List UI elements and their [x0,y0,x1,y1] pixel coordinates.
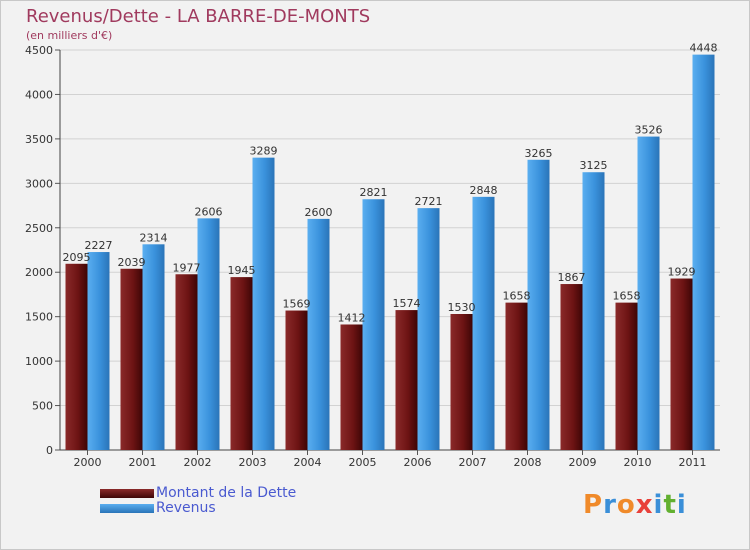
y-tick-label: 1500 [25,311,53,324]
data-label-dette: 1977 [173,261,201,274]
legend-swatch-revenus [100,504,154,513]
bar-dette [560,284,583,450]
legend-label-dette: Montant de la Dette [156,485,297,501]
y-tick-label: 4500 [25,44,53,57]
y-tick-label: 3000 [25,177,53,190]
bar-revenus [472,196,495,450]
bar-revenus [637,136,660,451]
bar-revenus [142,244,165,450]
data-label-revenus: 3526 [635,124,663,137]
chart-title: Revenus/Dette - LA BARRE-DE-MONTS [26,6,371,27]
logo-letter: r [603,490,617,520]
data-label-revenus: 2606 [195,205,223,218]
bar-revenus [582,172,605,450]
bar-dette [230,277,253,450]
data-label-dette: 1867 [558,271,586,284]
y-tick-label: 3500 [25,133,53,146]
data-label-dette: 1658 [613,290,641,303]
data-label-dette: 2095 [63,251,91,264]
bar-dette [615,302,638,450]
bar-revenus [252,157,275,450]
data-label-revenus: 3265 [525,147,553,160]
bar-revenus [307,218,330,450]
data-label-revenus: 3289 [250,145,278,158]
x-tick-label: 2006 [404,456,432,469]
bar-revenus [197,218,220,450]
x-tick-label: 2003 [239,456,267,469]
logo-letter: o [616,490,636,520]
data-label-dette: 1412 [338,311,366,324]
y-tick-label: 2000 [25,266,53,279]
y-tick-label: 500 [32,400,53,413]
grid-layer [60,49,720,407]
logo-letter: P [583,490,604,520]
x-tick-label: 2007 [459,456,487,469]
bar-layer [65,54,715,451]
data-label-dette: 1569 [283,298,311,311]
bar-revenus [527,159,550,450]
y-tick-label: 4000 [25,88,53,101]
data-label-revenus: 2314 [140,231,168,244]
x-tick-label: 2002 [184,456,212,469]
data-label-dette: 1929 [668,266,696,279]
data-label-dette: 1574 [393,297,421,310]
x-tick-label: 2010 [624,456,652,469]
x-tick-label: 2009 [569,456,597,469]
bar-dette [505,302,528,450]
bar-dette [120,268,143,450]
data-label-revenus: 4448 [690,42,718,55]
x-tick-label: 2004 [294,456,322,469]
data-label-revenus: 2600 [305,206,333,219]
data-label-revenus: 2227 [85,239,113,252]
data-label-dette: 1658 [503,290,531,303]
data-label-dette: 2039 [118,256,146,269]
bar-dette [175,274,198,450]
data-label-dette: 1945 [228,264,256,277]
bar-dette [395,310,418,450]
bar-revenus [417,208,440,450]
x-tick-label: 2011 [679,456,707,469]
data-label-dette: 1530 [448,301,476,314]
bar-dette [285,310,308,450]
x-tick-label: 2000 [74,456,102,469]
bar-dette [670,278,693,450]
x-tick-label: 2008 [514,456,542,469]
bar-dette [340,324,363,450]
logo-letter: x [635,490,654,520]
chart-subtitle: (en milliers d'€) [26,29,113,42]
data-label-revenus: 3125 [580,159,608,172]
y-tick-label: 2500 [25,222,53,235]
legend-swatch-dette [100,489,154,498]
y-tick-label: 0 [46,444,53,457]
bar-revenus [87,252,110,450]
logo-letter: i [676,490,687,520]
bar-dette [65,263,88,450]
legend-label-revenus: Revenus [156,500,216,516]
x-tick-label: 2001 [129,456,157,469]
x-tick-label: 2005 [349,456,377,469]
data-label-revenus: 2848 [470,184,498,197]
logo-letter: t [663,490,677,520]
bar-revenus [362,199,385,450]
data-label-revenus: 2721 [415,195,443,208]
logo-letter: i [653,490,664,520]
proxiti-logo: Proxiti [583,490,687,520]
bar-dette [450,314,473,450]
data-label-revenus: 2821 [360,186,388,199]
y-tick-label: 1000 [25,355,53,368]
axis-layer: 0 500 1000 1500 2000 2500 3000 3500 4000 4500 2000… [25,44,720,469]
bar-revenus [692,54,715,450]
